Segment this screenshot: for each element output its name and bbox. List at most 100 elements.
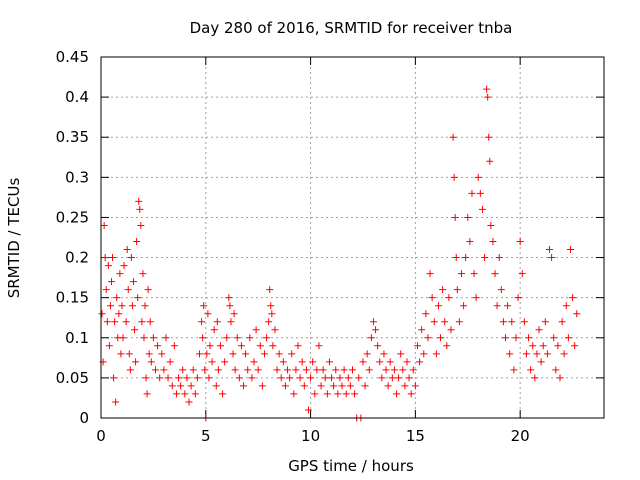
data-point	[294, 342, 302, 350]
data-point	[145, 350, 153, 358]
data-point	[399, 366, 407, 374]
data-point	[119, 334, 127, 342]
data-point	[254, 366, 262, 374]
y-tick-label: 0.45	[56, 48, 89, 66]
data-point	[268, 310, 276, 318]
data-point	[460, 302, 468, 310]
data-point	[504, 302, 512, 310]
data-point	[208, 358, 216, 366]
data-point	[441, 318, 449, 326]
data-point	[288, 350, 296, 358]
data-point	[564, 334, 572, 342]
data-point	[263, 334, 271, 342]
y-tick-label: 0.4	[65, 88, 89, 106]
data-point	[271, 326, 279, 334]
data-point	[237, 342, 245, 350]
y-tick-label: 0.3	[65, 168, 89, 186]
data-point	[432, 350, 440, 358]
data-point	[367, 334, 375, 342]
data-point	[281, 382, 289, 390]
data-point	[201, 366, 209, 374]
data-point	[445, 294, 453, 302]
data-point	[520, 318, 528, 326]
data-point	[143, 390, 151, 398]
data-point	[489, 238, 497, 246]
y-axis-label: SRMTID / TECUs	[5, 178, 23, 299]
data-point	[508, 318, 516, 326]
data-point	[290, 390, 298, 398]
data-point	[158, 350, 166, 358]
data-point	[235, 374, 243, 382]
data-point	[512, 334, 520, 342]
data-point	[147, 358, 155, 366]
data-point	[115, 310, 123, 318]
data-point	[393, 390, 401, 398]
data-point	[344, 374, 352, 382]
data-point	[416, 358, 424, 366]
data-point	[437, 334, 445, 342]
data-point	[117, 350, 125, 358]
data-point	[447, 326, 455, 334]
data-point	[179, 366, 187, 374]
data-point	[240, 382, 248, 390]
data-point	[518, 270, 526, 278]
data-point	[328, 374, 336, 382]
data-point	[252, 326, 260, 334]
data-point	[138, 318, 146, 326]
data-point	[126, 366, 134, 374]
data-point	[334, 390, 342, 398]
data-point	[485, 133, 493, 141]
data-point	[128, 302, 136, 310]
data-point	[107, 278, 115, 286]
data-point	[336, 374, 344, 382]
data-point	[541, 318, 549, 326]
data-point	[127, 254, 135, 262]
x-tick-label: 15	[406, 427, 425, 445]
data-point	[172, 390, 180, 398]
data-point	[497, 286, 505, 294]
data-point	[226, 302, 234, 310]
data-point	[321, 374, 329, 382]
data-point	[426, 270, 434, 278]
data-point	[349, 366, 356, 374]
data-point	[372, 326, 380, 334]
data-point	[418, 326, 426, 334]
data-point	[483, 85, 491, 93]
data-point	[216, 342, 224, 350]
data-point	[569, 294, 577, 302]
y-tick-label: 0.25	[56, 208, 89, 226]
data-point	[183, 374, 191, 382]
y-tick-label: 0.2	[65, 249, 89, 267]
data-point	[407, 390, 415, 398]
data-point	[244, 366, 252, 374]
data-point	[113, 294, 121, 302]
data-point	[260, 350, 268, 358]
data-point	[560, 350, 568, 358]
data-point	[213, 318, 221, 326]
data-point	[325, 358, 333, 366]
data-point	[422, 310, 430, 318]
data-point	[105, 342, 113, 350]
data-point	[470, 270, 478, 278]
data-point	[273, 366, 281, 374]
data-point	[539, 342, 547, 350]
data-point	[307, 374, 315, 382]
data-point	[323, 390, 331, 398]
data-point	[457, 270, 465, 278]
data-point	[123, 246, 131, 254]
data-point	[466, 238, 474, 246]
data-point	[98, 310, 106, 318]
data-point	[552, 366, 560, 374]
data-point	[302, 366, 310, 374]
data-point	[342, 390, 350, 398]
data-point	[527, 366, 535, 374]
y-tick-label: 0.15	[56, 289, 89, 307]
data-point	[156, 374, 164, 382]
data-point	[170, 342, 178, 350]
data-point	[424, 334, 432, 342]
data-point	[227, 318, 235, 326]
data-point	[204, 310, 212, 318]
data-point	[296, 374, 304, 382]
data-point	[279, 358, 287, 366]
data-point	[495, 254, 503, 262]
